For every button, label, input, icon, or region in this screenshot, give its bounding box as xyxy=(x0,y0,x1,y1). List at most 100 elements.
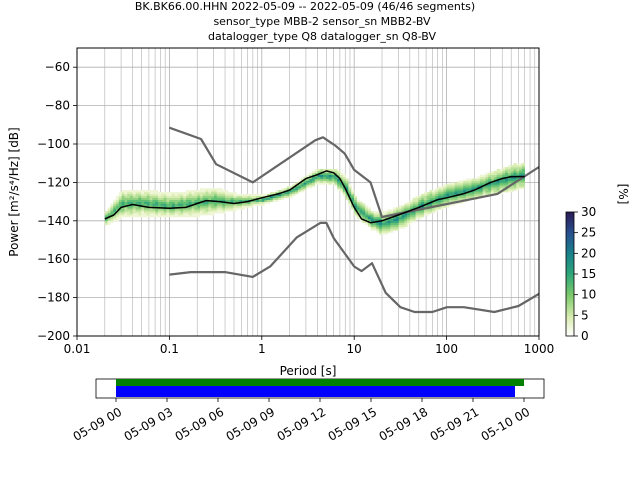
density-cell xyxy=(197,215,201,218)
density-cell xyxy=(516,163,520,166)
density-cell xyxy=(197,195,201,199)
density-cell xyxy=(468,188,472,191)
x-tick-label: 100 xyxy=(435,342,458,356)
density-cell xyxy=(171,197,176,200)
density-cell xyxy=(507,178,511,181)
density-cell xyxy=(130,190,134,193)
density-cell xyxy=(227,192,232,195)
density-cell xyxy=(233,197,237,200)
density-cell xyxy=(239,199,243,202)
density-cell xyxy=(292,190,296,193)
density-cell xyxy=(155,209,159,212)
density-cell xyxy=(258,203,262,206)
density-cell xyxy=(124,195,128,199)
density-cell xyxy=(241,197,246,200)
density-cell xyxy=(278,190,282,193)
density-cell xyxy=(219,190,223,193)
density-cell xyxy=(141,213,145,216)
density-cell xyxy=(171,195,176,199)
density-cell xyxy=(390,230,394,233)
density-cell xyxy=(314,170,318,174)
density-cell xyxy=(443,199,447,202)
density-cell xyxy=(130,197,134,200)
density-cell xyxy=(116,203,120,206)
density-cell xyxy=(127,207,131,210)
density-cell xyxy=(502,182,506,185)
density-cell xyxy=(409,211,414,214)
density-cell xyxy=(370,224,374,227)
density-cell xyxy=(132,201,136,204)
density-cell xyxy=(135,197,139,200)
density-cell xyxy=(230,205,234,208)
density-cell xyxy=(409,213,414,216)
density-cell xyxy=(197,199,201,202)
density-cell xyxy=(390,218,394,222)
density-cell xyxy=(171,213,176,216)
density-cell xyxy=(295,192,299,195)
density-cell xyxy=(502,178,506,181)
density-cell xyxy=(124,192,128,195)
density-cell xyxy=(516,188,520,191)
density-cell xyxy=(149,193,153,197)
density-cell xyxy=(216,211,220,214)
density-cell xyxy=(446,205,450,208)
density-cell xyxy=(199,205,204,208)
density-cell xyxy=(281,190,285,193)
density-cell xyxy=(379,216,383,220)
density-cell xyxy=(174,197,178,200)
density-cell xyxy=(401,205,405,208)
density-cell xyxy=(247,205,251,208)
colorbar xyxy=(565,211,575,337)
density-cell xyxy=(135,207,139,210)
density-cell xyxy=(171,203,176,206)
density-cell xyxy=(435,193,439,197)
timeline-tick-label: 05-09 21 xyxy=(428,405,482,444)
density-cell xyxy=(502,170,506,174)
density-cell xyxy=(359,201,363,204)
density-cell xyxy=(166,209,170,212)
density-cell xyxy=(365,207,369,210)
density-cell xyxy=(415,213,419,216)
density-cell xyxy=(507,188,511,191)
density-cell xyxy=(463,182,467,185)
density-cell xyxy=(292,192,296,195)
density-cell xyxy=(468,195,472,199)
density-cell xyxy=(432,209,436,212)
density-cell xyxy=(253,203,257,206)
density-cell xyxy=(185,213,190,216)
density-cell xyxy=(404,222,408,225)
density-heatmap xyxy=(104,163,525,235)
density-cell xyxy=(160,211,164,214)
density-cell xyxy=(121,215,125,218)
density-cell xyxy=(407,201,411,204)
density-cell xyxy=(286,193,290,197)
density-cell xyxy=(138,209,142,212)
series-mode xyxy=(104,170,525,224)
density-cell xyxy=(297,186,302,189)
density-cell xyxy=(390,211,394,214)
density-cell xyxy=(146,207,150,210)
density-cell xyxy=(171,209,176,212)
density-cell xyxy=(157,197,162,200)
density-cell xyxy=(227,199,232,202)
density-cell xyxy=(118,199,122,202)
density-cell xyxy=(185,192,190,195)
density-cell xyxy=(160,205,164,208)
density-cell xyxy=(281,197,285,200)
density-cell xyxy=(435,192,439,195)
density-cell xyxy=(124,211,128,214)
density-cell xyxy=(124,199,128,202)
density-cell xyxy=(435,201,439,204)
density-cell xyxy=(160,203,164,206)
density-cell xyxy=(505,167,509,170)
density-cell xyxy=(166,201,170,204)
density-cell xyxy=(451,199,456,202)
density-cell xyxy=(211,203,215,206)
density-cell xyxy=(384,213,388,216)
density-cell xyxy=(160,197,164,200)
density-cell xyxy=(516,184,520,187)
series-lines xyxy=(104,126,539,314)
density-cell xyxy=(275,190,279,193)
density-cell xyxy=(197,203,201,206)
density-cell xyxy=(141,211,145,214)
